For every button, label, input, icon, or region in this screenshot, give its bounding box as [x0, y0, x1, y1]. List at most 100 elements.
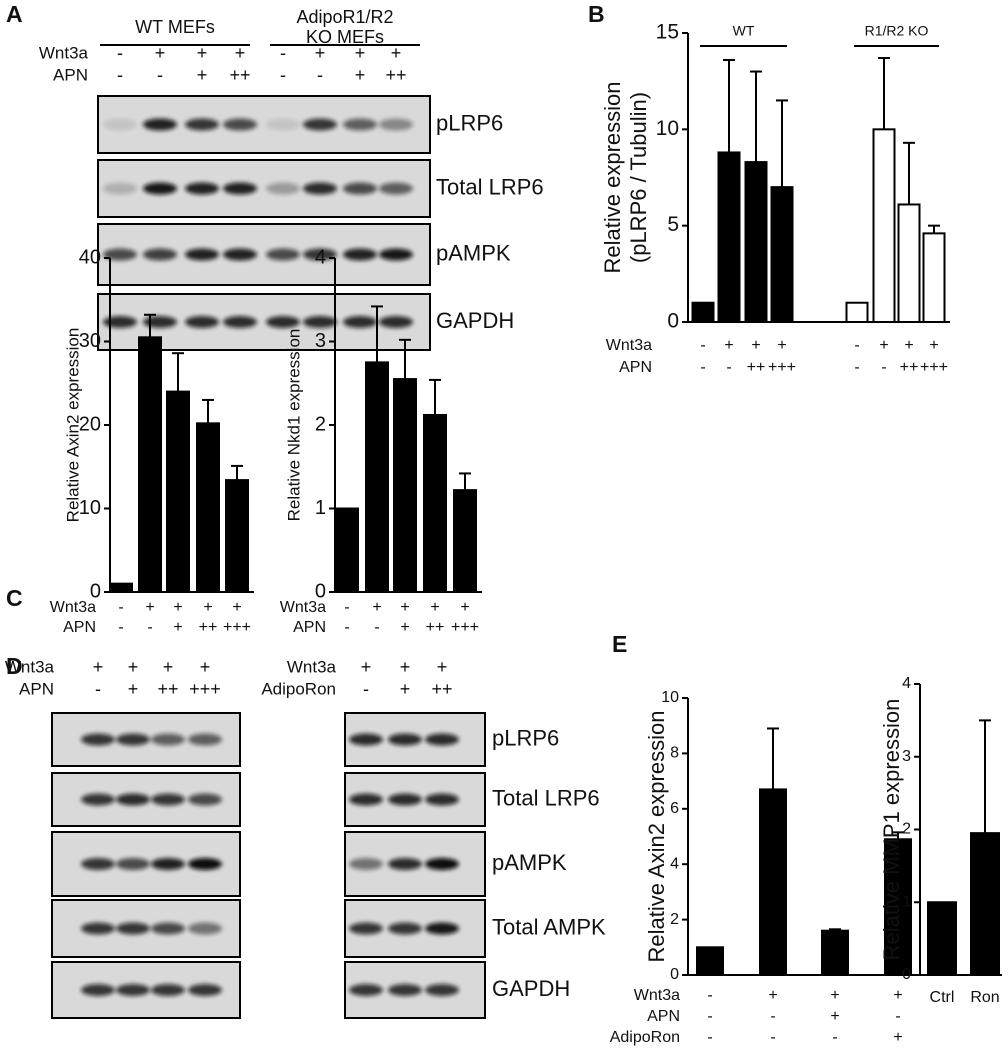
condition-label: Wnt3a	[280, 599, 326, 616]
y-tick-label: 3	[902, 748, 911, 765]
band	[103, 316, 137, 328]
y-axis-label: Relative Nkd1 expression	[284, 329, 303, 522]
band	[303, 316, 337, 328]
y-tick-label: 10	[661, 689, 679, 706]
y-tick-label: 6	[670, 800, 679, 817]
y-tick-label: 5	[667, 213, 679, 236]
band	[379, 182, 413, 195]
condition-mark: +	[437, 657, 448, 677]
condition-mark: +	[235, 43, 246, 63]
condition-mark: -	[854, 359, 859, 376]
bar	[922, 232, 946, 323]
bar	[393, 378, 417, 594]
condition-mark: -	[117, 65, 123, 85]
condition-mark: +	[400, 657, 411, 677]
y-tick-label: 20	[79, 413, 101, 435]
band	[103, 248, 137, 261]
band-label: Total LRP6	[492, 785, 600, 810]
band	[379, 316, 413, 328]
condition-mark: +	[830, 1008, 839, 1025]
condition-mark: -	[770, 1029, 775, 1046]
condition-mark: -	[157, 65, 163, 85]
band	[266, 118, 300, 131]
condition-mark: +	[200, 657, 211, 677]
y-tick-label: 0	[315, 580, 326, 602]
band	[116, 793, 150, 806]
bar	[138, 336, 162, 594]
condition-label: APN	[619, 359, 652, 376]
panel-letter: E	[612, 631, 627, 657]
condition-mark: -	[118, 599, 123, 616]
band	[223, 316, 257, 328]
bar	[423, 413, 447, 594]
condition-mark: -	[344, 619, 349, 636]
band	[343, 118, 377, 131]
y-tick-label: 4	[670, 855, 679, 872]
condition-mark: -	[770, 1008, 775, 1025]
group-label: AdipoR1/R2	[296, 7, 393, 27]
bar	[166, 390, 190, 593]
band	[343, 248, 377, 261]
bar	[453, 489, 477, 594]
band	[185, 182, 219, 195]
bar	[109, 582, 133, 594]
condition-mark: -	[832, 1029, 837, 1046]
bar	[770, 186, 794, 323]
condition-mark: -	[374, 619, 379, 636]
band-label: pLRP6	[436, 110, 503, 135]
condition-label: Wnt3a	[606, 337, 652, 354]
band	[151, 793, 185, 806]
band	[188, 733, 222, 746]
band	[188, 984, 222, 996]
bar	[759, 788, 787, 976]
condition-mark: +	[128, 679, 139, 699]
condition-mark: +	[460, 599, 469, 616]
band	[349, 793, 383, 806]
band	[425, 733, 459, 746]
bar	[927, 901, 957, 976]
band	[81, 922, 115, 935]
condition-mark: -	[707, 1008, 712, 1025]
band	[303, 182, 337, 195]
band	[379, 118, 413, 131]
band	[388, 733, 422, 746]
condition-mark: +	[777, 337, 786, 354]
group-label: WT MEFs	[135, 17, 215, 37]
bar	[744, 161, 768, 323]
band	[388, 793, 422, 806]
panel-letter: D	[6, 653, 23, 679]
band	[151, 984, 185, 996]
condition-mark: +	[197, 65, 208, 85]
band-label: GAPDH	[436, 308, 514, 333]
condition-label: AdipoRon	[610, 1029, 680, 1046]
condition-mark: +	[163, 657, 174, 677]
condition-mark: +	[893, 1029, 902, 1046]
condition-mark: +	[430, 599, 439, 616]
band-label: pAMPK	[492, 850, 567, 875]
condition-label: APN	[19, 679, 54, 698]
y-tick-label: 15	[656, 21, 679, 44]
condition-mark: +	[400, 599, 409, 616]
y-tick-label: 3	[315, 330, 326, 352]
y-tick-label: 40	[79, 246, 101, 268]
band	[223, 118, 257, 131]
condition-mark: ++	[747, 359, 766, 376]
condition-mark: +	[904, 337, 913, 354]
group-label: KO MEFs	[306, 27, 384, 47]
condition-mark: +++	[768, 359, 796, 376]
y-tick-label: 1	[315, 497, 326, 519]
group-label: R1/R2 KO	[865, 23, 929, 39]
condition-mark: -	[726, 359, 731, 376]
condition-mark: +	[361, 657, 372, 677]
bar	[196, 422, 220, 593]
condition-label: APN	[63, 619, 96, 636]
condition-mark: +	[145, 599, 154, 616]
bar	[884, 838, 912, 977]
y-axis-label: Relative Axin2 expression	[63, 328, 82, 523]
band-label: pAMPK	[436, 240, 511, 265]
band	[343, 182, 377, 195]
condition-label: Wnt3a	[287, 657, 337, 676]
condition-mark: +	[391, 43, 402, 63]
y-tick-label: 0	[902, 966, 911, 983]
y-axis-label: (pLRP6 / Tubulin)	[626, 92, 651, 263]
